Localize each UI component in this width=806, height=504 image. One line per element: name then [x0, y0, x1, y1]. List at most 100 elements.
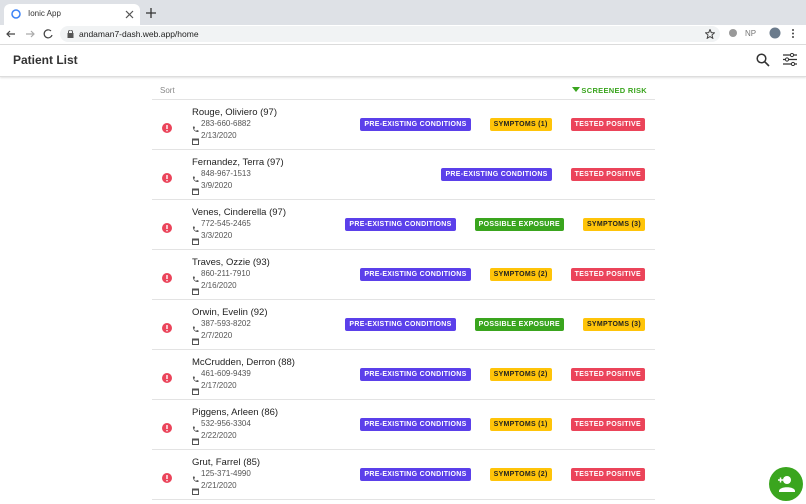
- phone: 283-660-6882: [201, 119, 251, 128]
- patient-name: Piggens, Arleen (86): [192, 407, 279, 418]
- phone-icon: [192, 420, 199, 438]
- phone: 125-371-4990: [201, 469, 251, 478]
- tab-bar: Ionic App: [0, 0, 806, 25]
- risk-tag: POSSIBLE EXPOSURE: [474, 218, 564, 231]
- tab-title: Ionic App: [28, 9, 61, 18]
- alert-icon: [162, 370, 172, 383]
- date-icon: [192, 332, 199, 350]
- date-icon: [192, 132, 199, 150]
- new-tab[interactable]: [146, 8, 156, 18]
- risk-tag: TESTED POSITIVE: [570, 418, 645, 431]
- risk-tag: TESTED POSITIVE: [570, 268, 645, 281]
- patient-row[interactable]: Fernandez, Terra (97) 848-967-1513 3/9/202…: [152, 150, 655, 200]
- risk-tag: SYMPTOMS (3): [582, 218, 645, 231]
- risk-tag: PRE-EXISTING CONDITIONS: [345, 318, 456, 331]
- phone: 772-545-2465: [201, 219, 251, 228]
- patient-name: Grut, Farrel (85): [192, 457, 261, 468]
- address-bar: andaman7-dash.web.app/home NP: [0, 25, 806, 45]
- phone-icon: [192, 370, 199, 388]
- date-icon: [192, 182, 199, 200]
- risk-tag: SYMPTOMS (2): [489, 268, 552, 281]
- date: 2/22/2020: [201, 431, 237, 440]
- risk-tag: PRE-EXISTING CONDITIONS: [360, 418, 471, 431]
- patient-name: Venes, Cinderella (97): [192, 207, 286, 218]
- alert-icon: [162, 320, 172, 333]
- bookmark-star[interactable]: [705, 29, 715, 39]
- date-icon: [192, 432, 199, 450]
- add-patient-fab[interactable]: [768, 466, 804, 502]
- date-icon: [192, 232, 199, 250]
- tag-group: PRE-EXISTING CONDITIONS SYMPTOMS (1) TESTE…: [360, 118, 645, 131]
- tag-group: PRE-EXISTING CONDITIONS TESTED POSITIVE: [441, 168, 645, 181]
- patient-name: Rouge, Oliviero (97): [192, 107, 278, 118]
- phone: 461-609-9439: [201, 369, 251, 378]
- patient-list: Sort SCREENED RISK Rouge, Oliviero (97) 2…: [152, 77, 655, 504]
- sort-arrow: [572, 87, 581, 92]
- patient-row[interactable]: Venes, Cinderella (97) 772-545-2465 3/3/20…: [152, 200, 655, 250]
- patient-row[interactable]: Orwin, Evelin (92) 387-593-8202 2/7/2020 PR…: [152, 300, 655, 350]
- omnibox[interactable]: andaman7-dash.web.app/home: [60, 26, 720, 42]
- patient-name: McCrudden, Derron (88): [192, 357, 295, 368]
- risk-tag: TESTED POSITIVE: [570, 118, 645, 131]
- risk-tag: PRE-EXISTING CONDITIONS: [360, 118, 471, 131]
- risk-tag: PRE-EXISTING CONDITIONS: [360, 268, 471, 281]
- patient-row[interactable]: Rouge, Oliviero (97) 283-660-6882 2/13/202…: [152, 100, 655, 150]
- phone: 532-956-3304: [201, 419, 251, 428]
- alert-icon: [162, 120, 172, 133]
- patient-row[interactable]: Traves, Ozzie (93) 860-211-7910 2/16/2020 P…: [152, 250, 655, 300]
- risk-tag: SYMPTOMS (3): [582, 318, 645, 331]
- date-icon: [192, 282, 199, 300]
- patient-name: Traves, Ozzie (93): [192, 257, 270, 268]
- patient-row[interactable]: Grut, Farrel (85) 125-371-4990 2/21/2020 PR…: [152, 450, 655, 500]
- risk-tag: TESTED POSITIVE: [570, 468, 645, 481]
- risk-tag: SYMPTOMS (2): [489, 468, 552, 481]
- date: 2/13/2020: [201, 131, 237, 140]
- tab[interactable]: Ionic App: [4, 4, 140, 25]
- page-title: Patient List: [13, 53, 78, 67]
- extension-icon[interactable]: [728, 28, 738, 38]
- phone: 860-211-7910: [201, 269, 251, 278]
- phone-icon: [192, 220, 199, 238]
- date: 2/16/2020: [201, 281, 237, 290]
- date: 2/7/2020: [201, 331, 233, 340]
- tab-icon: [11, 9, 21, 19]
- filter-button[interactable]: [783, 53, 797, 66]
- risk-tag: SYMPTOMS (1): [489, 418, 552, 431]
- patient-row[interactable]: Piggens, Arleen (86) 532-956-3304 2/22/202…: [152, 400, 655, 450]
- extension-label[interactable]: NP: [745, 29, 757, 38]
- risk-tag: SYMPTOMS (2): [489, 368, 552, 381]
- nav-buttons[interactable]: [6, 28, 58, 40]
- risk-tag: TESTED POSITIVE: [570, 168, 645, 181]
- sort-label[interactable]: Sort: [160, 86, 175, 95]
- risk-tag: PRE-EXISTING CONDITIONS: [360, 468, 471, 481]
- alert-icon: [162, 420, 172, 433]
- profile-avatar[interactable]: [769, 27, 781, 39]
- alert-icon: [162, 270, 172, 283]
- menu[interactable]: [791, 28, 795, 39]
- patient-row[interactable]: McCrudden, Derron (88) 461-609-9439 2/17/2…: [152, 350, 655, 400]
- tab-close[interactable]: [125, 10, 134, 19]
- date: 2/17/2020: [201, 381, 237, 390]
- lock-icon: [67, 30, 74, 38]
- date-icon: [192, 482, 199, 500]
- risk-tag: TESTED POSITIVE: [570, 368, 645, 381]
- app-header: Patient List: [0, 45, 806, 77]
- risk-tag: PRE-EXISTING CONDITIONS: [345, 218, 456, 231]
- tag-group: PRE-EXISTING CONDITIONS SYMPTOMS (1) TESTE…: [360, 418, 645, 431]
- tag-group: PRE-EXISTING CONDITIONS POSSIBLE EXPOSURE…: [345, 318, 645, 331]
- risk-label: SCREENED RISK: [581, 86, 647, 95]
- date: 3/3/2020: [201, 231, 233, 240]
- screened-risk-sort[interactable]: SCREENED RISK: [572, 86, 647, 95]
- patient-name: Orwin, Evelin (92): [192, 307, 268, 318]
- phone: 387-593-8202: [201, 319, 251, 328]
- phone-icon: [192, 270, 199, 288]
- phone-icon: [192, 470, 199, 488]
- tag-group: PRE-EXISTING CONDITIONS SYMPTOMS (2) TESTE…: [360, 468, 645, 481]
- tag-group: PRE-EXISTING CONDITIONS SYMPTOMS (2) TESTE…: [360, 268, 645, 281]
- search-button[interactable]: [756, 53, 770, 67]
- risk-tag: SYMPTOMS (1): [489, 118, 552, 131]
- date-icon: [192, 382, 199, 400]
- url: andaman7-dash.web.app/home: [79, 29, 199, 39]
- phone-icon: [192, 320, 199, 338]
